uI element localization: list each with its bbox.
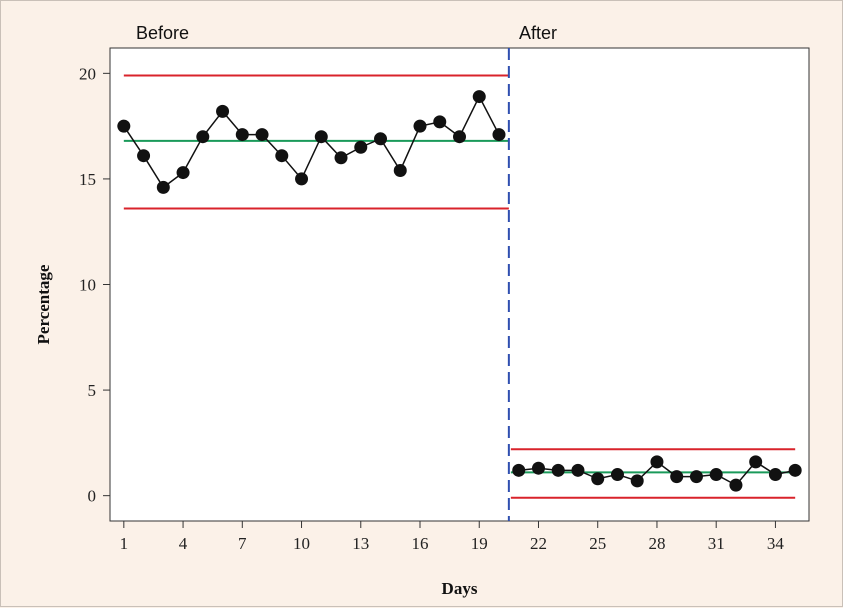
data-point-after-35 <box>788 463 802 477</box>
data-point-before-15 <box>393 163 407 177</box>
data-series <box>117 90 802 492</box>
x-axis-title: Days <box>442 579 478 598</box>
x-tick-label: 4 <box>179 534 188 553</box>
data-point-before-8 <box>255 128 269 142</box>
x-tick-label: 13 <box>352 534 369 553</box>
data-point-before-4 <box>176 166 190 180</box>
x-tick-label: 31 <box>708 534 725 553</box>
data-point-after-26 <box>610 468 624 482</box>
y-axis-title: Percentage <box>34 264 53 344</box>
y-tick-label: 15 <box>79 170 96 189</box>
x-tick-label: 22 <box>530 534 547 553</box>
y-tick-label: 10 <box>79 276 96 295</box>
data-point-before-14 <box>374 132 388 146</box>
data-point-after-28 <box>650 455 664 469</box>
data-point-before-13 <box>354 140 368 154</box>
data-point-after-33 <box>749 455 763 469</box>
phase-label-after: After <box>519 23 557 43</box>
data-point-before-6 <box>216 104 230 118</box>
data-point-before-5 <box>196 130 210 144</box>
data-point-before-2 <box>137 149 151 163</box>
y-tick-label: 20 <box>79 64 96 83</box>
data-point-after-24 <box>571 463 585 477</box>
data-point-after-21 <box>512 463 526 477</box>
data-point-before-10 <box>295 172 309 186</box>
data-point-after-29 <box>670 470 684 484</box>
data-point-after-27 <box>630 474 644 488</box>
x-tick-label: 28 <box>648 534 665 553</box>
y-tick-label: 0 <box>88 487 97 506</box>
axes: 1 4 7 10 13 16 19 22 25 28 31 34 0 5 10 15 20 <box>79 64 784 553</box>
phase-label-before: Before <box>136 23 189 43</box>
data-point-before-16 <box>413 119 427 133</box>
data-point-before-20 <box>492 128 506 142</box>
data-point-after-22 <box>531 461 545 475</box>
y-tick-label: 5 <box>88 381 97 400</box>
data-point-before-3 <box>156 180 170 194</box>
x-tick-label: 34 <box>767 534 785 553</box>
data-point-after-30 <box>689 470 703 484</box>
data-point-before-12 <box>334 151 348 165</box>
data-point-before-9 <box>275 149 289 163</box>
data-point-before-18 <box>453 130 466 144</box>
data-point-before-19 <box>472 90 486 104</box>
data-point-after-25 <box>591 472 605 486</box>
plot-area <box>109 47 810 522</box>
x-tick-label: 16 <box>412 534 429 553</box>
data-point-after-23 <box>551 463 565 477</box>
data-point-after-32 <box>729 478 743 492</box>
x-tick-label: 7 <box>238 534 247 553</box>
data-point-before-1 <box>117 119 131 133</box>
x-tick-label: 19 <box>471 534 488 553</box>
data-point-before-7 <box>235 128 249 142</box>
x-tick-label: 1 <box>120 534 129 553</box>
x-tick-label: 25 <box>589 534 606 553</box>
x-tick-label: 10 <box>293 534 310 553</box>
data-point-after-31 <box>709 468 723 482</box>
data-point-before-17 <box>433 115 447 129</box>
data-point-before-11 <box>314 130 328 144</box>
data-point-after-34 <box>768 468 782 482</box>
